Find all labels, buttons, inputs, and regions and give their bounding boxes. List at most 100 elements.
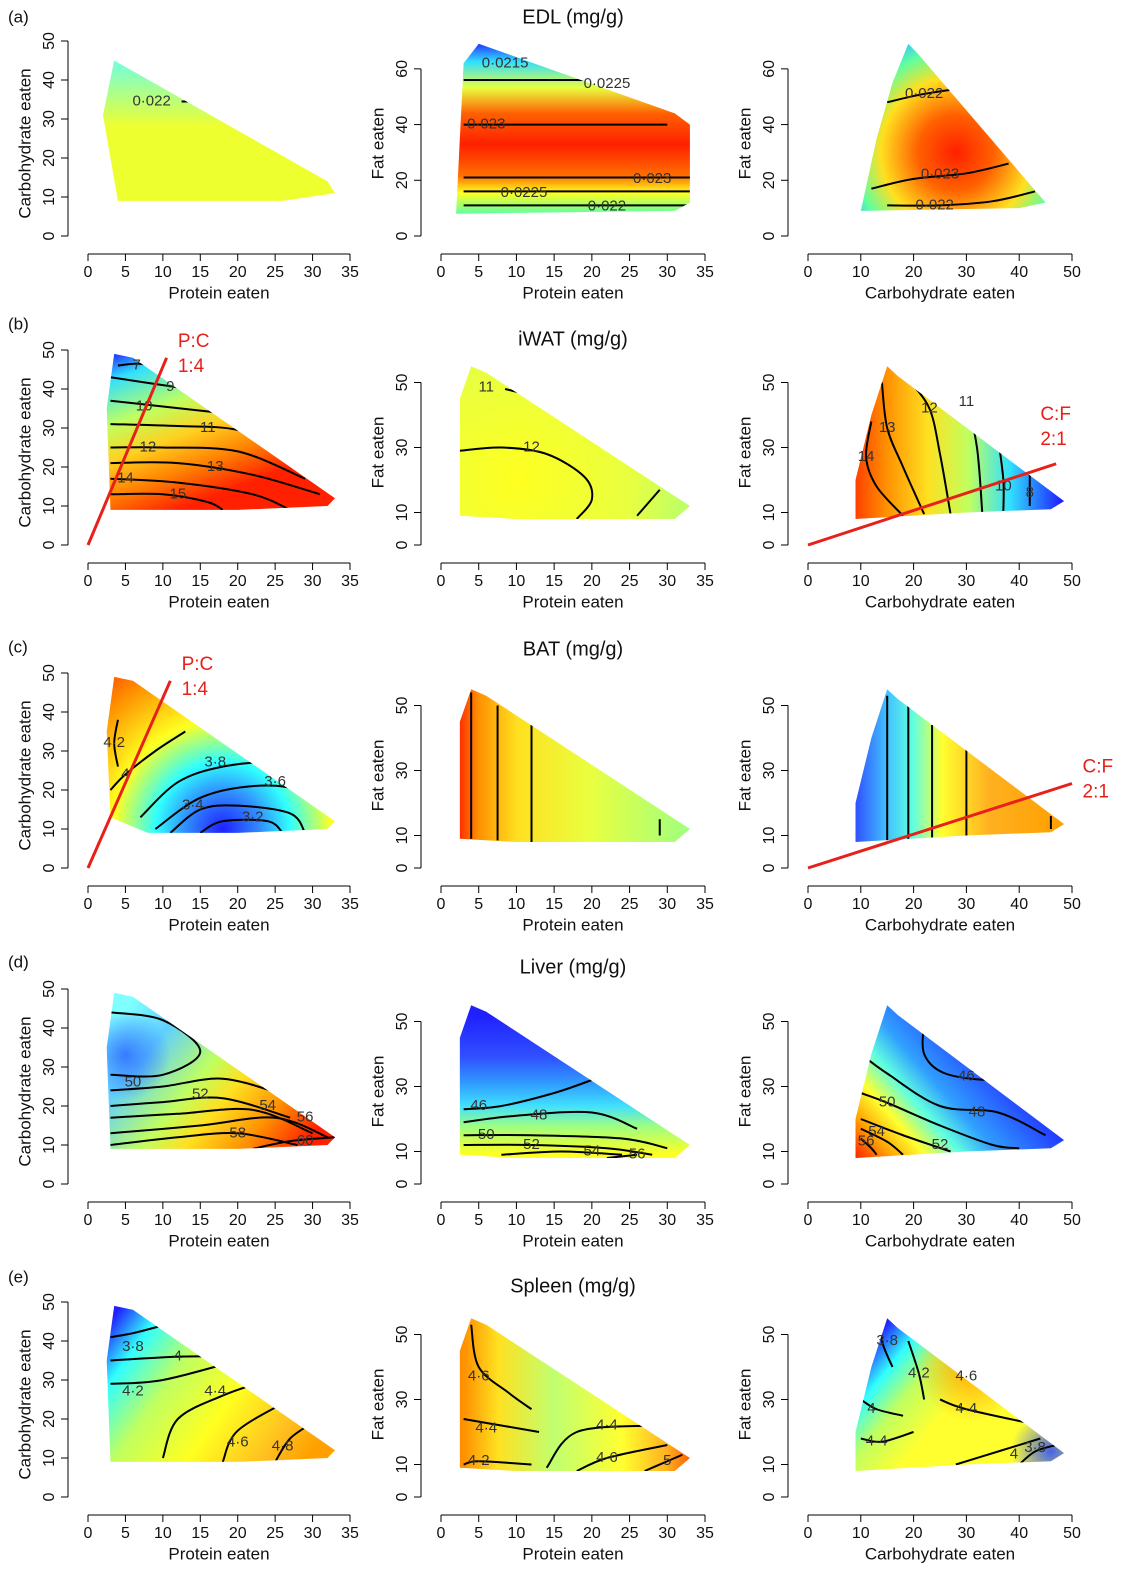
y-tick-label: 30: [394, 1078, 411, 1096]
contour-label: 4·2: [122, 1383, 144, 1400]
y-tick-label: 0: [41, 863, 58, 872]
contour-line: [110, 1077, 283, 1096]
contour-line: [576, 1444, 668, 1471]
contour-label: 12: [921, 399, 938, 416]
x-axis-label: Protein eaten: [168, 1544, 269, 1563]
y-axis-label: Fat eaten: [368, 417, 387, 489]
x-tick-label: 10: [852, 1212, 870, 1229]
contour-line: [860, 1127, 904, 1156]
y-tick-label: 0: [761, 1492, 778, 1501]
surface: [860, 43, 1046, 211]
contour-line: [470, 1324, 533, 1411]
contour-label: 9: [166, 378, 174, 395]
contour-label: 54: [259, 1097, 276, 1114]
x-tick-label: 30: [304, 896, 322, 913]
contour-label: 11: [200, 419, 216, 436]
x-axis-label: Protein eaten: [522, 915, 623, 934]
contour-label: 4: [121, 765, 129, 782]
x-axis-label: Carbohydrate eaten: [865, 592, 1015, 611]
contour-label: 3·4: [182, 797, 204, 814]
contour-label: 3·8: [122, 1338, 144, 1355]
contour-label: 0·023: [633, 170, 671, 187]
x-axis-label: Protein eaten: [168, 1231, 269, 1250]
y-tick-label: 40: [41, 703, 58, 721]
x-tick-label: 5: [121, 896, 130, 913]
x-axis-label: Protein eaten: [522, 1231, 623, 1250]
contour-line: [169, 804, 306, 833]
x-tick-label: 0: [804, 264, 813, 281]
panel-label: (e): [8, 1267, 29, 1286]
row-title: Liver (mg/g): [520, 956, 627, 978]
y-tick-label: 50: [41, 32, 58, 50]
x-tick-label: 30: [304, 1525, 322, 1542]
x-axis-label: Carbohydrate eaten: [865, 1231, 1015, 1250]
x-tick-label: 25: [621, 1212, 639, 1229]
y-tick-label: 10: [761, 1456, 778, 1474]
y-tick-label: 30: [761, 1078, 778, 1096]
panel-label: (a): [8, 7, 29, 26]
x-tick-label: 0: [84, 573, 93, 590]
contour-line: [636, 489, 661, 517]
x-axis-label: Carbohydrate eaten: [865, 283, 1015, 302]
contour-label: 4·6: [227, 1433, 249, 1450]
x-tick-label: 0: [804, 1525, 813, 1542]
x-tick-label: 15: [545, 573, 563, 590]
x-tick-label: 10: [852, 264, 870, 281]
contour-label: 50: [125, 1074, 142, 1091]
x-tick-label: 0: [437, 896, 446, 913]
y-tick-label: 50: [761, 1013, 778, 1031]
contour-line: [606, 1153, 638, 1158]
y-tick-label: 60: [761, 60, 778, 78]
y-tick-label: 50: [41, 341, 58, 359]
x-tick-label: 25: [621, 896, 639, 913]
x-tick-label: 30: [658, 896, 676, 913]
contour-label: 4·4: [956, 1400, 978, 1417]
y-tick-label: 30: [41, 742, 58, 760]
surface: [855, 1005, 1065, 1158]
y-tick-label: 50: [394, 1013, 411, 1031]
x-tick-label: 10: [154, 573, 172, 590]
contour-label: 50: [478, 1126, 495, 1143]
x-tick-label: 15: [545, 896, 563, 913]
annotation: 1:4: [182, 679, 209, 700]
panel-label: (b): [8, 314, 29, 333]
x-tick-label: 40: [1010, 264, 1028, 281]
ratio-line: [86, 680, 172, 869]
contour-line: [860, 1053, 1047, 1137]
contour-label: 46: [958, 1068, 975, 1085]
contour-label: 4·4: [866, 1433, 888, 1450]
contour-line: [887, 190, 1036, 207]
y-tick-label: 50: [41, 1293, 58, 1311]
x-axis-label: Protein eaten: [522, 283, 623, 302]
panel: 50 52 54 56 58 60 0 5 10 15 20 25 30 35 0 10 20 30 40 50 Pro…: [8, 952, 359, 1250]
y-axis-label: Carbohydrate eaten: [15, 1329, 34, 1479]
contour-line: [644, 1453, 683, 1471]
x-tick-label: 30: [958, 264, 976, 281]
x-tick-label: 5: [121, 264, 130, 281]
y-tick-label: 10: [761, 504, 778, 522]
y-tick-label: 40: [761, 116, 778, 134]
y-tick-label: 10: [41, 1449, 58, 1467]
y-tick-label: 10: [394, 827, 411, 845]
panel: 0·022 0 5 10 15 20 25 30 35 0 10 20 30 40 50 Protein ea…: [8, 7, 359, 302]
contour-label: 8: [1026, 484, 1034, 501]
x-tick-label: 20: [583, 896, 601, 913]
y-tick-label: 50: [41, 664, 58, 682]
contour-label: 54: [584, 1142, 601, 1159]
panel: 0·022 0·023 0·022 0 10 20 30 40 50 0 20 40 60 Carbohy…: [735, 43, 1081, 302]
contour-label: 3·8: [876, 1332, 898, 1349]
x-tick-label: 35: [696, 264, 714, 281]
y-axis-label: Fat eaten: [368, 740, 387, 812]
panel-label: (c): [8, 637, 28, 656]
ratio-line: [807, 462, 1057, 547]
contour-label: 0·0215: [482, 54, 529, 71]
contour-label: 4·6: [956, 1368, 978, 1385]
x-tick-label: 25: [266, 1525, 284, 1542]
x-tick-label: 20: [905, 1525, 923, 1542]
x-tick-label: 30: [658, 1212, 676, 1229]
x-tick-label: 0: [804, 1212, 813, 1229]
row-title: iWAT (mg/g): [518, 328, 628, 350]
